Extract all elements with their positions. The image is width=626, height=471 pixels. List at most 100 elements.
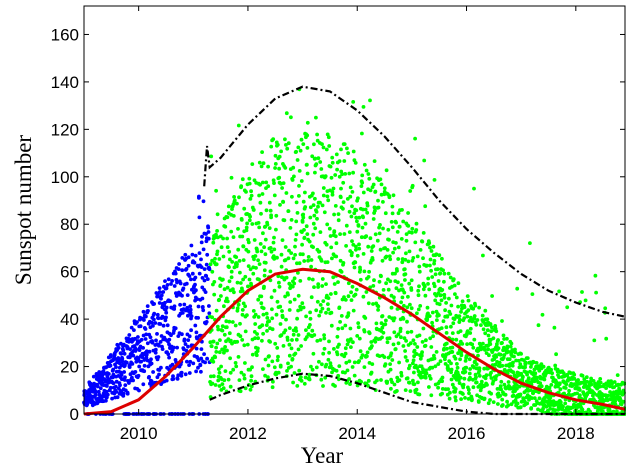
observed-point-late [380,258,385,263]
observed-point-late [424,368,428,373]
observed-point-late [307,372,312,377]
observed-point-late [235,339,240,344]
observed-point-late [305,133,310,138]
observed-point-late [334,241,339,246]
observed-point-early [199,265,204,269]
observed-point-early [143,327,148,331]
observed-point-late [244,225,249,230]
observed-point-late [584,375,589,380]
observed-point-late [561,404,565,409]
observed-point-late [337,364,342,368]
observed-point-late [415,366,419,370]
observed-point-late [489,370,493,375]
observed-point-late [249,384,254,389]
observed-point-late [290,194,294,199]
observed-point-late [464,365,469,370]
observed-point-late [461,382,466,387]
observed-point-late [295,384,300,388]
observed-point-late [483,376,488,381]
observed-point-early [137,364,142,369]
observed-point-late [458,317,462,322]
observed-point-late [251,271,256,276]
observed-point-late [340,326,345,331]
observed-point-late [322,336,327,341]
observed-point-late [415,345,420,349]
observed-point-late [222,378,227,383]
observed-point-late [371,302,375,306]
observed-point-late [283,294,287,299]
observed-point-early [105,392,110,397]
observed-point-late [466,397,471,401]
observed-point-late [439,298,444,303]
observed-point-late [419,353,424,358]
observed-point-late [539,384,544,389]
observed-point-early [176,334,181,338]
observed-point-late [583,298,588,303]
observed-point-late [270,385,275,390]
observed-point-late [388,257,393,262]
observed-point-late [489,329,494,334]
observed-point-late [371,182,376,187]
observed-point-late [404,251,408,256]
observed-point-late [245,342,250,347]
observed-point-late [240,308,245,312]
observed-point-late [366,378,371,383]
observed-point-early [181,286,186,291]
observed-point-late [593,273,598,278]
observed-point-late [267,200,272,205]
observed-point-early [166,277,171,282]
observed-point-late [432,261,436,266]
observed-point-late [592,391,597,396]
observed-point-late [420,340,425,344]
observed-point-early [153,347,158,352]
observed-point-late [361,207,365,212]
observed-point-early [185,305,190,310]
observed-point-late [429,268,433,273]
observed-point-late [357,359,361,363]
observed-point-late [438,271,443,276]
observed-point-late [318,309,323,314]
observed-point-late [405,319,409,324]
observed-point-late [536,323,541,328]
observed-point-late [578,401,583,406]
observed-point-late [404,339,408,343]
observed-point-early [125,345,130,349]
observed-point-late [231,235,236,240]
observed-point-late [245,313,249,317]
observed-point-late [407,249,412,254]
observed-point-early [136,335,140,339]
observed-point-late [468,367,472,371]
y-tick-label: 20 [60,358,79,377]
observed-point-late [428,376,433,381]
observed-point-late [366,301,371,306]
observed-point-early [159,365,163,370]
observed-point-late [278,322,283,326]
y-tick-label: 80 [60,215,79,234]
observed-point-early [203,290,208,294]
observed-point-early [94,390,98,394]
observed-point-late [395,230,400,234]
observed-point-late [235,262,239,267]
observed-point-late [330,256,334,261]
observed-point-late [455,365,460,370]
observed-point-late [564,382,569,387]
observed-point-late [215,324,220,329]
observed-point-early [187,363,192,367]
observed-point-late [240,289,245,293]
observed-point-late [216,327,221,332]
observed-point-late [392,295,396,300]
observed-point-late [297,169,302,173]
observed-point-late [510,363,515,368]
observed-point-late [505,399,509,404]
observed-point-late [301,142,306,147]
observed-point-late [474,322,479,327]
observed-point-late [345,342,350,347]
observed-point-late [444,325,449,330]
observed-point-late [421,367,425,371]
observed-point-late [267,354,271,358]
observed-point-early [187,334,192,339]
y-tick-label: 100 [51,168,79,187]
observed-point-late [481,341,485,346]
observed-point-late [226,204,231,209]
